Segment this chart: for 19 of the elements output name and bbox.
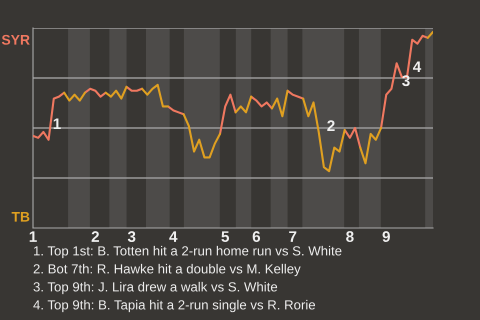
x-tick-label: 8 <box>346 231 354 242</box>
text: SYR <box>2 34 30 45</box>
x-tick-label: 3 <box>128 231 136 242</box>
x-tick-label: 1 <box>30 231 37 242</box>
annotation: 1 <box>54 118 61 129</box>
x-tick-label: 4 <box>169 231 178 242</box>
x-tick-label: 5 <box>221 231 230 242</box>
x-tick-label: 6 <box>252 231 260 242</box>
x-tick-label: 9 <box>382 231 390 242</box>
x-tick-label: 7 <box>289 231 296 242</box>
text: 4. Top 9th: B. Tapia hit a 2-run single vs R. Rorie <box>33 300 316 312</box>
annotation: 3 <box>402 75 410 86</box>
text: 2. Bot 7th: R. Hawke hit a double vs M. Kelley <box>34 264 301 276</box>
text: 3. Top 9th: J. Lira drew a walk vs S. White <box>34 282 278 294</box>
text: TB <box>12 212 30 222</box>
annotation: 4 <box>412 61 422 72</box>
x-tick-label: 2 <box>92 231 99 242</box>
annotation: 2 <box>327 120 335 131</box>
text: 1. Top 1st: B. Totten hit a 2-run home run vs S. White <box>34 246 342 258</box>
